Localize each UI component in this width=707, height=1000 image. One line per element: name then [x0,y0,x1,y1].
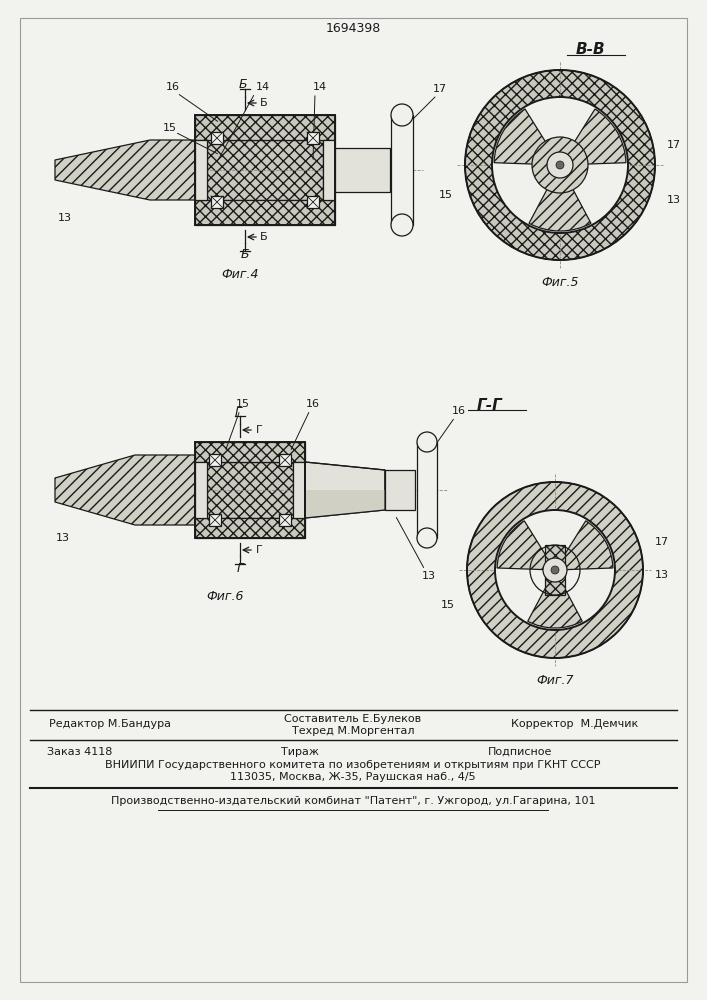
Circle shape [417,432,437,452]
Text: Тираж: Тираж [281,747,319,757]
Bar [335,148,390,192]
Bar [195,518,305,538]
Bar [279,514,291,526]
Bar [195,115,335,225]
Bar [307,196,319,208]
Bar [195,140,207,200]
Bar [207,140,323,200]
Text: 15: 15 [163,123,177,133]
Wedge shape [497,521,555,570]
Bar [391,115,413,225]
Text: Б: Б [240,248,250,261]
Text: ВНИИПИ Государственного комитета по изобретениям и открытиям при ГКНТ СССР: ВНИИПИ Государственного комитета по изоб… [105,760,601,770]
Text: 13: 13 [667,195,681,205]
Text: Фиг.6: Фиг.6 [206,589,244,602]
Text: 15: 15 [439,190,453,200]
Circle shape [547,152,573,178]
Text: Г-Г: Г-Г [477,397,503,412]
Text: Техред М.Моргентал: Техред М.Моргентал [292,726,414,736]
Wedge shape [555,521,613,570]
Text: Фиг.4: Фиг.4 [221,268,259,282]
Circle shape [556,161,564,169]
Circle shape [532,137,588,193]
Bar [417,442,437,538]
Bar [211,196,223,208]
Wedge shape [527,570,583,628]
Text: 16: 16 [452,406,466,416]
Text: 13: 13 [655,570,669,580]
Text: 17: 17 [667,140,681,150]
Wedge shape [529,165,591,231]
Text: 17: 17 [433,84,447,94]
Bar [207,462,293,518]
Bar [209,514,221,526]
Text: Фиг.5: Фиг.5 [542,275,579,288]
Circle shape [417,528,437,548]
Text: 16: 16 [166,82,180,92]
Circle shape [391,214,413,236]
Wedge shape [495,510,615,630]
Text: Б: Б [260,232,268,242]
Text: Фиг.7: Фиг.7 [536,674,574,686]
Bar [323,140,335,200]
Bar [195,200,335,225]
Text: 15: 15 [441,600,455,610]
Circle shape [543,558,567,582]
Text: В-В: В-В [575,42,604,57]
Bar [385,470,415,510]
Text: Б: Б [260,98,268,108]
Bar [195,442,305,462]
Text: Подписное: Подписное [488,747,552,757]
Bar [545,545,565,595]
Text: 14: 14 [313,82,327,92]
Polygon shape [55,455,195,525]
Text: 1694398: 1694398 [325,21,380,34]
Bar [195,442,305,538]
Text: Составитель Е.Булеков: Составитель Е.Булеков [284,714,421,724]
Polygon shape [305,490,385,518]
Wedge shape [467,482,643,658]
Wedge shape [492,97,628,233]
Text: 16: 16 [306,399,320,409]
Text: 13: 13 [422,571,436,581]
Wedge shape [494,109,560,165]
Text: 14: 14 [256,82,270,92]
Text: Г: Г [256,425,262,435]
Bar [195,115,335,140]
Polygon shape [305,462,385,518]
Bar [211,132,223,144]
Text: Б: Б [239,79,247,92]
Text: Заказ 4118: Заказ 4118 [47,747,112,757]
Text: 113035, Москва, Ж-35, Раушская наб., 4/5: 113035, Москва, Ж-35, Раушская наб., 4/5 [230,772,476,782]
Bar [307,132,319,144]
Text: Редактор М.Бандура: Редактор М.Бандура [49,719,171,729]
Text: 13: 13 [58,213,72,223]
Text: Г: Г [237,562,243,574]
Circle shape [391,104,413,126]
Text: 17: 17 [655,537,669,547]
Text: Г: Г [235,406,242,418]
Wedge shape [560,109,626,165]
Text: Корректор  М.Демчик: Корректор М.Демчик [511,719,638,729]
Text: 13: 13 [56,533,70,543]
Text: 15: 15 [236,399,250,409]
Text: Производственно-издательский комбинат "Патент", г. Ужгород, ул.Гагарина, 101: Производственно-издательский комбинат "П… [111,796,595,806]
Polygon shape [55,140,195,200]
Bar [195,462,207,518]
Wedge shape [465,70,655,260]
Text: Г: Г [256,545,262,555]
Bar [293,462,305,518]
Bar [209,454,221,466]
Bar [279,454,291,466]
Circle shape [551,566,559,574]
